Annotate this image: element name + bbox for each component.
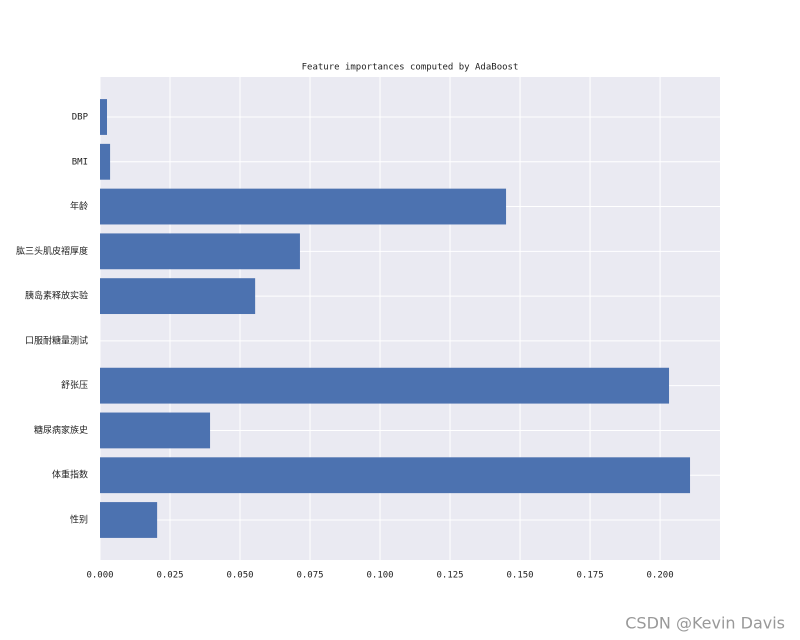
y-tick-label: 体重指数 bbox=[52, 469, 88, 481]
y-tick-label: 肱三头肌皮褶厚度 bbox=[16, 245, 88, 257]
y-tick-label: 糖尿病家族史 bbox=[34, 424, 88, 436]
y-tick-label: 年龄 bbox=[70, 200, 88, 212]
y-tick-label: DBP bbox=[72, 113, 89, 123]
y-tick-label: 性别 bbox=[70, 514, 88, 526]
watermark: CSDN @Kevin Davis bbox=[625, 614, 785, 633]
bar bbox=[100, 143, 111, 180]
x-tick-label: 0.100 bbox=[366, 571, 393, 581]
x-tick-label: 0.200 bbox=[647, 571, 674, 581]
bar bbox=[100, 278, 256, 315]
bar bbox=[100, 502, 158, 538]
y-tick-label: 舒张压 bbox=[61, 379, 88, 391]
y-tick-label: BMI bbox=[72, 157, 88, 167]
bar bbox=[100, 233, 300, 270]
x-tick-label: 0.000 bbox=[86, 571, 113, 581]
bar bbox=[100, 188, 507, 225]
bar bbox=[100, 457, 691, 494]
y-tick-label: 胰岛素释放实验 bbox=[25, 290, 88, 302]
x-tick-label: 0.075 bbox=[296, 571, 323, 581]
y-tick-label: 口服耐糖量测试 bbox=[25, 334, 88, 346]
bar bbox=[100, 367, 670, 404]
x-tick-label: 0.050 bbox=[226, 571, 253, 581]
x-tick-label: 0.025 bbox=[156, 571, 183, 581]
x-tick-label: 0.125 bbox=[436, 571, 463, 581]
x-tick-label: 0.150 bbox=[507, 571, 534, 581]
x-tick-label: 0.175 bbox=[577, 571, 604, 581]
bar bbox=[100, 99, 108, 135]
bar bbox=[100, 412, 211, 449]
chart-title: Feature importances computed by AdaBoost bbox=[302, 63, 519, 73]
